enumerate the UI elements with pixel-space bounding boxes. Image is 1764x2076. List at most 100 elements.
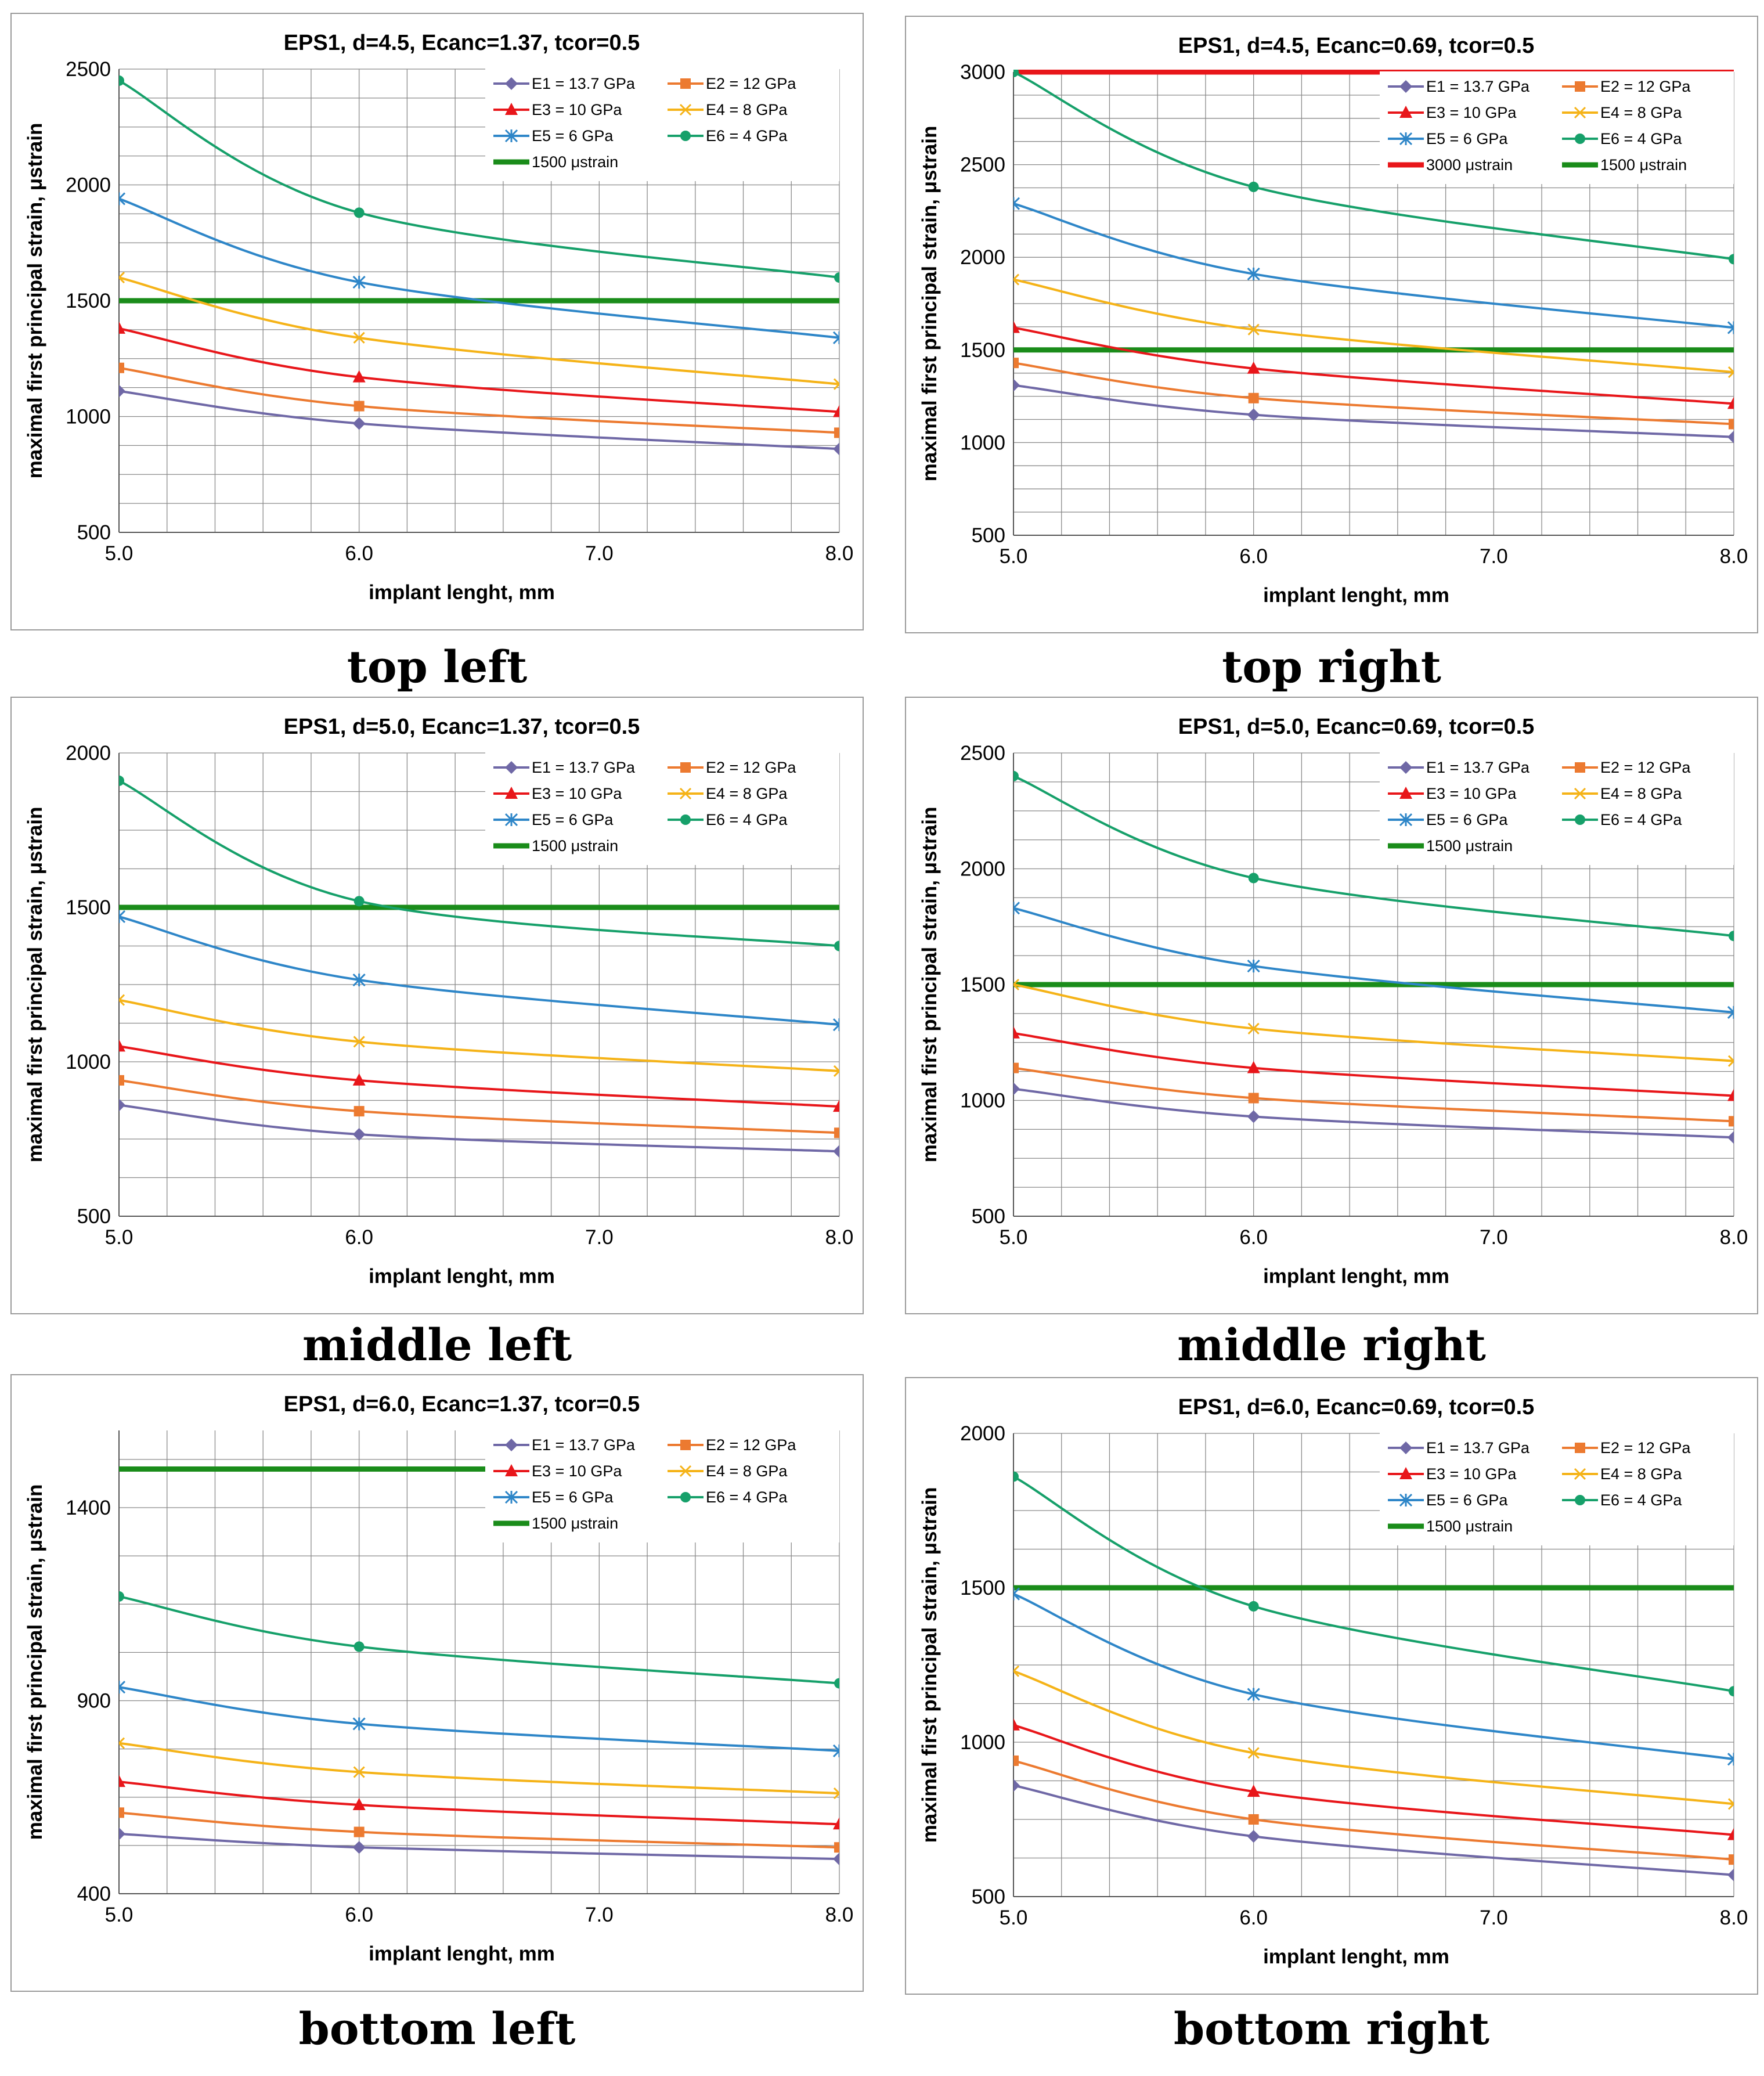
data-point-E1 (1247, 408, 1260, 421)
legend-marker-E6 (1575, 1495, 1585, 1505)
data-point-E6 (1248, 181, 1259, 192)
x-tick-label: 8.0 (1720, 545, 1748, 568)
x-tick-label: 5.0 (1000, 545, 1028, 568)
y-axis-label: maximal first principal strain, μstrain (24, 807, 46, 1163)
data-layer (119, 775, 839, 1158)
legend-label: E1 = 13.7 GPa (1426, 759, 1530, 776)
legend-label: E1 = 13.7 GPa (532, 1436, 636, 1454)
series-line-E2 (1013, 1759, 1734, 1861)
y-tick-label: 1500 (960, 339, 1005, 362)
data-point-E3 (1247, 1061, 1260, 1073)
y-tick-label: 2000 (66, 742, 111, 765)
y-axis-label: maximal first principal strain, μstrain (24, 123, 46, 479)
legend-label: 3000 μstrain (1426, 156, 1513, 174)
y-axis-label: maximal first principal strain, μstrain (918, 807, 941, 1163)
data-point-E3 (1727, 1089, 1734, 1101)
caption-middle-left: middle left (302, 1319, 572, 1371)
x-tick-label: 5.0 (105, 1226, 134, 1249)
data-point-E5 (352, 1717, 366, 1731)
legend-marker-E1 (505, 1439, 518, 1451)
legend-label: E2 = 12 GPa (706, 759, 796, 776)
data-point-E6 (353, 1641, 365, 1652)
legend-label: E3 = 10 GPa (1426, 1465, 1517, 1483)
series-line-E3 (1013, 1032, 1734, 1097)
legend-marker-E2 (1575, 1443, 1585, 1453)
series-line-E4 (119, 999, 839, 1072)
data-point-E3 (119, 1039, 125, 1052)
data-point-E3 (1727, 1828, 1734, 1840)
data-point-E4 (353, 1036, 365, 1048)
legend-box (485, 752, 839, 865)
data-point-E2 (834, 1842, 839, 1853)
legend-marker-E4 (679, 103, 692, 116)
x-tick-label: 8.0 (825, 1226, 854, 1249)
legend-marker-E3 (505, 787, 518, 799)
legend-marker-E1 (1399, 1441, 1412, 1454)
data-point-E3 (352, 1073, 366, 1086)
legend-label: E6 = 4 GPa (1600, 130, 1682, 147)
legend-label: E2 = 12 GPa (706, 75, 796, 92)
chart-panel-bottom-right: EPS1, d=6.0, Ecanc=0.69, tcor=0.5 500 1000… (905, 1377, 1758, 1995)
legend-label: E1 = 13.7 GPa (1426, 1439, 1530, 1457)
data-point-E6 (1013, 70, 1019, 77)
legend-marker-E2 (1575, 81, 1585, 92)
data-point-E3 (1013, 1718, 1020, 1731)
data-point-E4 (1247, 1747, 1260, 1759)
data-layer (1013, 770, 1734, 1144)
series-line-E6 (119, 780, 839, 947)
legend-label: E3 = 10 GPa (532, 101, 622, 118)
data-point-E6 (1729, 254, 1734, 265)
series-line-E4 (1013, 983, 1734, 1062)
data-layer (1013, 1471, 1734, 1882)
legend-label: E1 = 13.7 GPa (532, 759, 636, 776)
series-line-E1 (119, 1104, 839, 1153)
y-tick-label: 2500 (960, 742, 1005, 765)
x-tick-label: 5.0 (1000, 1906, 1028, 1929)
data-point-E2 (1248, 392, 1259, 403)
data-point-E2 (1248, 1814, 1259, 1825)
y-tick-label: 500 (77, 1205, 111, 1228)
legend-label: E2 = 12 GPa (706, 1436, 796, 1454)
data-point-E5 (352, 276, 366, 289)
series-line-E2 (1013, 1066, 1734, 1123)
data-point-E2 (1013, 358, 1019, 369)
series-line-E5 (1013, 907, 1734, 1014)
data-point-E1 (1727, 430, 1734, 444)
y-tick-label: 2000 (960, 246, 1005, 269)
chart-panel-top-left: EPS1, d=4.5, Ecanc=1.37, tcor=0.5 500 1000… (10, 13, 864, 630)
y-tick-label: 2500 (960, 154, 1005, 176)
data-point-E4 (1727, 1055, 1734, 1067)
caption-middle-right: middle right (1177, 1319, 1486, 1371)
data-point-E5 (119, 1681, 126, 1694)
legend-marker-E3 (1399, 787, 1412, 799)
y-tick-label: 1000 (960, 1731, 1005, 1754)
data-point-E2 (119, 1807, 124, 1818)
legend-marker-E1 (1399, 80, 1412, 93)
legend-label: E3 = 10 GPa (1426, 785, 1517, 802)
data-point-E4 (833, 378, 839, 390)
data-point-E4 (1013, 978, 1020, 991)
legend-label: E4 = 8 GPa (706, 101, 788, 118)
legend-marker-E6 (1575, 814, 1585, 825)
chart-title: EPS1, d=4.5, Ecanc=0.69, tcor=0.5 (1178, 34, 1535, 58)
x-tick-label: 6.0 (345, 1226, 373, 1249)
legend-marker-E1 (1399, 761, 1412, 774)
x-tick-label: 8.0 (825, 542, 854, 565)
caption-top-left: top left (347, 641, 528, 693)
data-point-E4 (1013, 1665, 1020, 1677)
legend-label: E6 = 4 GPa (706, 127, 788, 145)
data-point-E1 (1247, 1110, 1260, 1123)
data-point-E2 (1013, 1755, 1019, 1766)
legend-marker-E6 (1575, 134, 1585, 144)
legend-marker-E5 (504, 813, 518, 827)
series-line-E5 (1013, 1592, 1734, 1761)
data-point-E2 (834, 1127, 839, 1138)
legend-marker-E6 (680, 814, 691, 825)
series-line-E5 (1013, 202, 1734, 329)
data-point-E6 (834, 272, 839, 283)
series-line-E3 (119, 327, 839, 413)
legend-marker-E6 (680, 1492, 691, 1502)
data-point-E4 (119, 994, 125, 1006)
data-point-E1 (1247, 1830, 1260, 1843)
data-point-E1 (119, 1827, 125, 1840)
